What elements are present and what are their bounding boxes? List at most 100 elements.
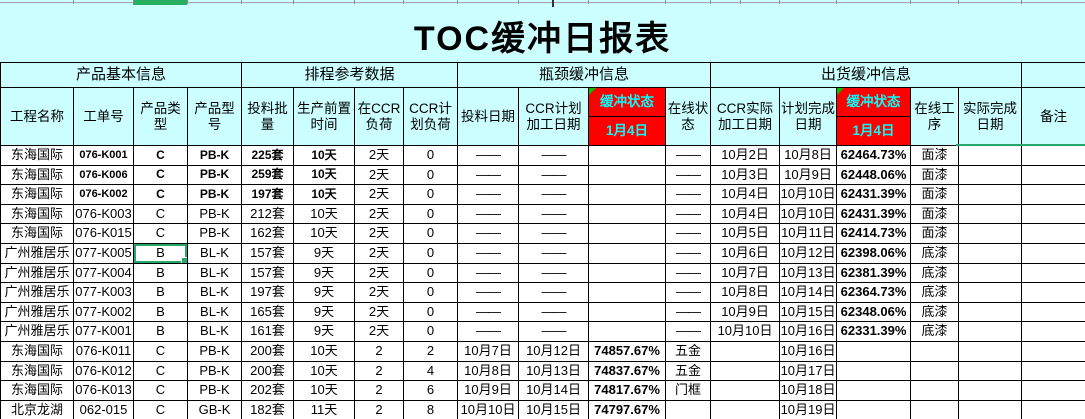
cell-plan-finish-date[interactable]: 10月15日 <box>779 301 838 323</box>
column-header-batch-qty[interactable]: 投料批量 <box>241 87 295 146</box>
cell-bottleneck-buffer[interactable] <box>588 184 667 205</box>
cell-work-order[interactable]: 077-K001 <box>73 321 134 342</box>
cell-ccr-actual-date[interactable]: 10月3日 <box>710 164 781 186</box>
cell-ccr-plan-load[interactable]: 0 <box>403 203 459 225</box>
cell-product-type[interactable]: C <box>133 399 188 419</box>
cell-lead-time[interactable]: 9天 <box>293 242 356 264</box>
cell-ccr-actual-date[interactable]: 10月10日 <box>710 321 781 342</box>
cell-project-name[interactable]: 东海国际 <box>0 164 74 186</box>
selection-fill-handle[interactable] <box>181 256 187 263</box>
cell-actual-finish-date[interactable] <box>958 184 1023 205</box>
cell-actual-finish-date[interactable] <box>958 262 1023 284</box>
cell-product-model[interactable]: PB-K <box>186 360 243 382</box>
cell-ccr-plan-date[interactable]: 10月12日 <box>518 340 590 362</box>
cell-ccr-plan-load[interactable]: 4 <box>403 360 459 382</box>
cell-ccr-load[interactable]: 2天 <box>354 145 405 166</box>
cell-lead-time[interactable]: 10天 <box>293 164 356 186</box>
cell-ccr-plan-load[interactable]: 0 <box>403 184 459 205</box>
cell-feed-date[interactable]: —— <box>457 145 520 166</box>
cell-batch-qty[interactable]: 225套 <box>241 145 295 166</box>
cell-remark[interactable] <box>1021 340 1085 362</box>
cell-work-order[interactable]: 076-K015 <box>73 223 134 244</box>
cell-shipping-buffer[interactable]: 62398.06% <box>836 242 912 264</box>
cell-ccr-actual-date[interactable]: 10月9日 <box>710 301 781 323</box>
cell-project-name[interactable]: 广州雅居乐 <box>0 321 74 342</box>
column-header-plan-finish-date[interactable]: 计划完成日期 <box>779 87 838 146</box>
column-header-shipping-buffer[interactable]: 缓冲状态 1月4日 <box>836 87 912 146</box>
cell-shipping-buffer[interactable]: 62414.73% <box>836 223 912 244</box>
cell-actual-finish-date[interactable] <box>958 242 1023 264</box>
cell-lead-time[interactable]: 10天 <box>293 380 356 401</box>
cell-product-type[interactable]: C <box>133 380 188 401</box>
cell-bottleneck-buffer[interactable] <box>588 164 667 186</box>
cell-ccr-load[interactable]: 2天 <box>354 242 405 264</box>
cell-ccr-load[interactable]: 2天 <box>354 282 405 303</box>
cell-lead-time[interactable]: 11天 <box>293 399 356 419</box>
cell-product-model[interactable]: BL-K <box>186 321 243 342</box>
cell-plan-finish-date[interactable]: 10月17日 <box>779 360 838 382</box>
cell-ccr-plan-load[interactable]: 0 <box>403 301 459 323</box>
cell-product-model[interactable]: PB-K <box>186 164 243 186</box>
cell-ccr-plan-date[interactable]: 10月13日 <box>518 360 590 382</box>
cell-shipping-buffer[interactable]: 62348.06% <box>836 301 912 323</box>
cell-project-name[interactable]: 北京龙湖 <box>0 399 74 419</box>
cell-feed-date[interactable]: —— <box>457 282 520 303</box>
cell-shipping-buffer[interactable]: 62431.39% <box>836 203 912 225</box>
cell-product-type[interactable]: B <box>133 242 188 264</box>
cell-ccr-plan-date[interactable]: —— <box>518 145 590 166</box>
cell-actual-finish-date[interactable] <box>958 321 1023 342</box>
column-header-online-status[interactable]: 在线状态 <box>665 87 712 146</box>
cell-ccr-actual-date[interactable] <box>710 340 781 362</box>
cell-ccr-load[interactable]: 2 <box>354 340 405 362</box>
cell-batch-qty[interactable]: 157套 <box>241 242 295 264</box>
cell-online-process[interactable]: 面漆 <box>910 184 960 205</box>
column-header-feed-date[interactable]: 投料日期 <box>457 87 520 146</box>
cell-ccr-plan-date[interactable]: 10月14日 <box>518 380 590 401</box>
cell-ccr-load[interactable]: 2天 <box>354 262 405 284</box>
cell-work-order[interactable]: 077-K002 <box>73 301 134 323</box>
cell-online-status[interactable]: —— <box>665 301 712 323</box>
cell-remark[interactable] <box>1021 164 1085 186</box>
cell-online-process[interactable] <box>910 380 960 401</box>
cell-actual-finish-date[interactable] <box>958 223 1023 244</box>
cell-work-order[interactable]: 076-K003 <box>73 203 134 225</box>
cell-ccr-plan-load[interactable]: 0 <box>403 164 459 186</box>
cell-online-status[interactable]: —— <box>665 282 712 303</box>
cell-ccr-plan-date[interactable]: —— <box>518 184 590 205</box>
cell-online-process[interactable]: 底漆 <box>910 321 960 342</box>
cell-ccr-actual-date[interactable]: 10月4日 <box>710 203 781 225</box>
cell-product-type[interactable]: C <box>133 164 188 186</box>
cell-product-model[interactable]: PB-K <box>186 145 243 166</box>
cell-product-type[interactable]: C <box>133 203 188 225</box>
cell-batch-qty[interactable]: 200套 <box>241 340 295 362</box>
cell-remark[interactable] <box>1021 145 1085 166</box>
cell-work-order[interactable]: 076-K012 <box>73 360 134 382</box>
cell-ccr-load[interactable]: 2天 <box>354 184 405 205</box>
group-header-2[interactable]: 瓶颈缓冲信息 <box>457 62 712 88</box>
cell-lead-time[interactable]: 9天 <box>293 262 356 284</box>
cell-bottleneck-buffer[interactable]: 74837.67% <box>588 360 667 382</box>
cell-ccr-load[interactable]: 2天 <box>354 164 405 186</box>
cell-ccr-load[interactable]: 2 <box>354 399 405 419</box>
cell-online-process[interactable]: 面漆 <box>910 164 960 186</box>
cell-shipping-buffer[interactable]: 62364.73% <box>836 282 912 303</box>
cell-lead-time[interactable]: 10天 <box>293 184 356 205</box>
cell-product-model[interactable]: GB-K <box>186 399 243 419</box>
cell-ccr-plan-date[interactable]: —— <box>518 223 590 244</box>
cell-plan-finish-date[interactable]: 10月16日 <box>779 340 838 362</box>
cell-shipping-buffer[interactable]: 62331.39% <box>836 321 912 342</box>
cell-bottleneck-buffer[interactable] <box>588 301 667 323</box>
cell-batch-qty[interactable]: 182套 <box>241 399 295 419</box>
cell-plan-finish-date[interactable]: 10月10日 <box>779 203 838 225</box>
cell-batch-qty[interactable]: 197套 <box>241 184 295 205</box>
cell-lead-time[interactable]: 9天 <box>293 301 356 323</box>
cell-work-order[interactable]: 077-K005 <box>73 242 134 264</box>
cell-ccr-plan-date[interactable]: 10月15日 <box>518 399 590 419</box>
cell-project-name[interactable]: 广州雅居乐 <box>0 301 74 323</box>
cell-online-status[interactable]: 五金 <box>665 340 712 362</box>
cell-feed-date[interactable]: —— <box>457 262 520 284</box>
cell-shipping-buffer[interactable] <box>836 399 912 419</box>
cell-online-status[interactable] <box>665 399 712 419</box>
column-header-online-process[interactable]: 在线工序 <box>910 87 960 146</box>
cell-bottleneck-buffer[interactable] <box>588 262 667 284</box>
